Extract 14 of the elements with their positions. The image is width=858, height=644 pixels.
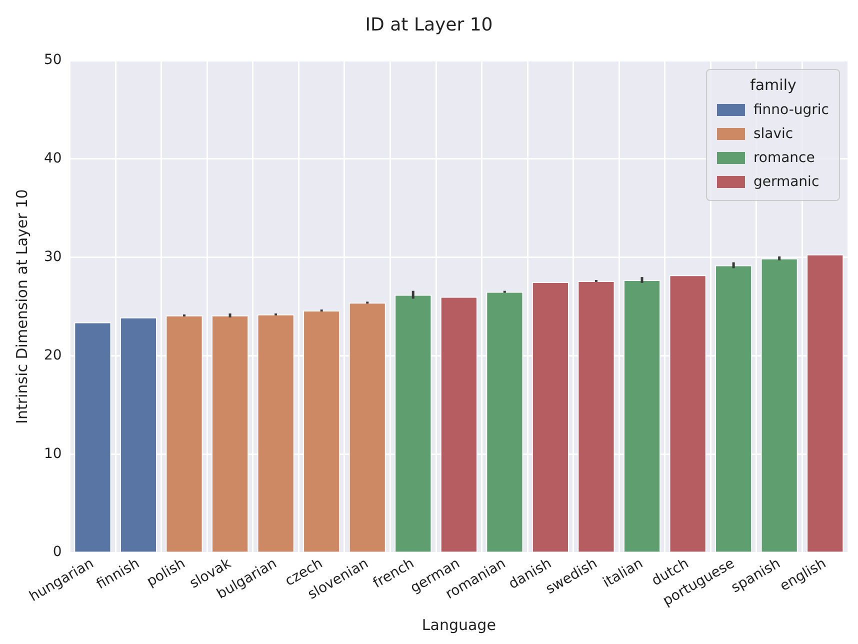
y-tick-label: 10 [44,446,62,462]
chart-title: ID at Layer 10 [365,14,493,36]
legend-label: romance [753,150,815,166]
y-axis-title: Intrinsic Dimension at Layer 10 [12,189,31,424]
y-tick-label: 0 [52,544,62,560]
y-tick-label: 20 [44,347,62,364]
x-axis-title: Language [422,616,496,634]
legend-label: germanic [753,174,820,190]
y-tick-label: 40 [44,150,62,167]
legend-title: family [749,76,798,94]
y-tick-label: 30 [44,249,62,266]
legend-label: slavic [753,126,794,142]
legend-label: finno-ugric [753,102,829,118]
y-tick-label: 50 [44,52,62,68]
